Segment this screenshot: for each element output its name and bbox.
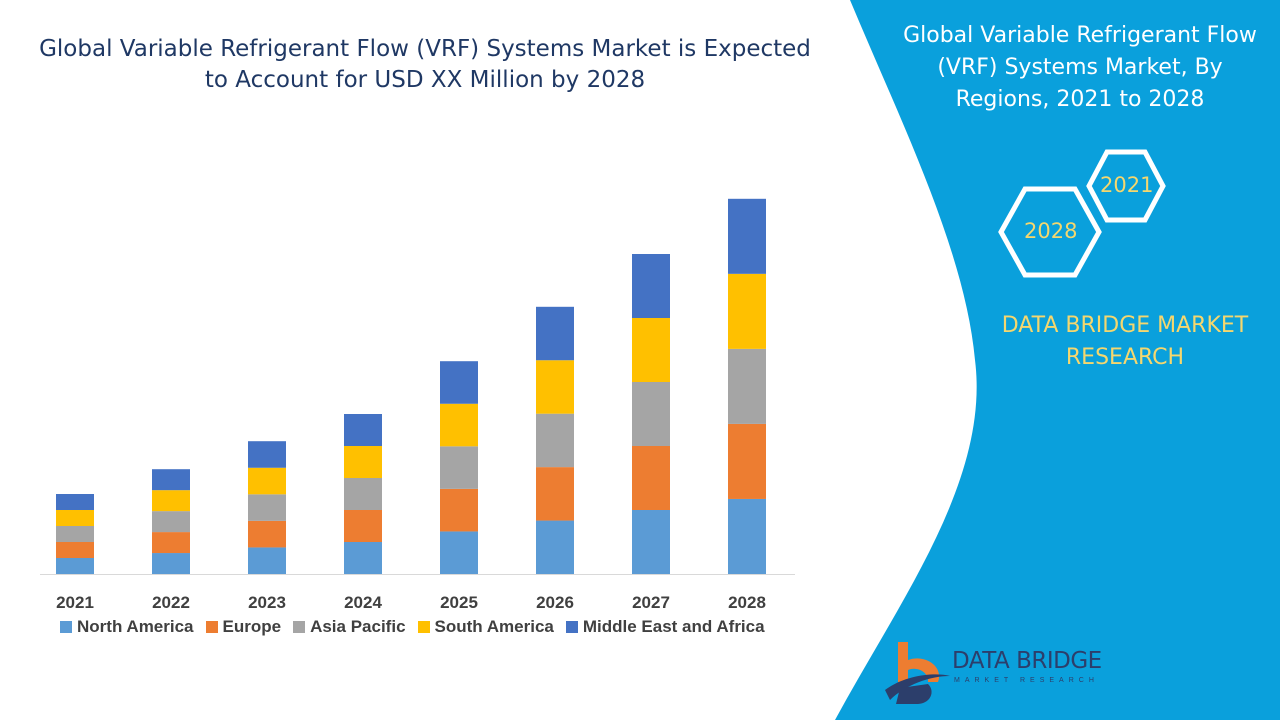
hexagon-2028 (998, 186, 1102, 278)
bar-segment-2022-1 (152, 532, 190, 554)
legend-label: Asia Pacific (310, 617, 406, 636)
x-tick-label: 2022 (152, 593, 190, 612)
x-tick-label: 2021 (56, 593, 94, 612)
bar-segment-2026-0 (536, 520, 574, 574)
x-tick-label: 2027 (632, 593, 670, 612)
legend-label: Middle East and Africa (582, 617, 765, 636)
bar-segment-2027-0 (632, 510, 670, 574)
x-tick-label: 2024 (344, 593, 382, 612)
legend-item: South America (417, 617, 554, 637)
bar-segment-2026-2 (536, 413, 574, 468)
bar-segment-2026-1 (536, 467, 574, 521)
bar-segment-2024-1 (344, 510, 382, 542)
logo-subtitle: MARKET RESEARCH (954, 677, 1099, 684)
bar-segment-2023-0 (248, 547, 286, 574)
bar-segment-2023-2 (248, 494, 286, 521)
legend-swatch (205, 621, 218, 633)
bar-segment-2025-0 (440, 531, 478, 574)
bar-segment-2022-4 (152, 469, 190, 491)
bar-segment-2023-4 (248, 441, 286, 468)
bar-segment-2022-3 (152, 490, 190, 512)
bar-segment-2025-2 (440, 446, 478, 489)
legend-swatch (60, 621, 72, 633)
x-tick-label: 2023 (248, 593, 286, 612)
legend-item: Asia Pacific (293, 617, 406, 637)
bar-segment-2022-0 (152, 553, 190, 574)
bar-segment-2021-4 (56, 494, 94, 510)
legend-item: Europe (205, 617, 282, 637)
hex-label-end: 2028 (1024, 219, 1078, 243)
legend-swatch (293, 621, 306, 633)
side-panel-title: Global Variable Refrigerant Flow (VRF) S… (903, 23, 1257, 112)
legend-label: Europe (222, 617, 282, 636)
logo-name: DATA BRIDGE (952, 648, 1102, 674)
bar-segment-2025-1 (440, 488, 478, 532)
bar-segment-2021-2 (56, 526, 94, 542)
bar-segment-2027-4 (632, 254, 670, 318)
bar-segment-2027-1 (632, 446, 670, 510)
chart-legend: North America Europe Asia Pacific South Ame… (60, 617, 765, 637)
bar-segment-2025-3 (440, 403, 478, 447)
logo-icon (885, 642, 950, 704)
bar-segment-2023-3 (248, 467, 286, 495)
legend-swatch (565, 621, 578, 633)
bar-segment-2027-2 (632, 382, 670, 446)
bar-segment-2021-3 (56, 510, 94, 526)
bar-segment-2025-4 (440, 361, 478, 404)
brand-text: DATA BRIDGE MARKET RESEARCH (1001, 313, 1249, 370)
bar-segment-2028-0 (728, 498, 766, 574)
bar-segment-2024-0 (344, 542, 382, 574)
legend-label: North America (77, 617, 194, 636)
bar-segment-2026-4 (536, 306, 574, 361)
bar-segment-2028-1 (728, 423, 766, 499)
legend-item: North America (60, 617, 194, 637)
bar-segment-2027-3 (632, 318, 670, 382)
bar-segment-2021-1 (56, 542, 94, 558)
side-panel-shape (835, 0, 1280, 720)
bar-segment-2022-2 (152, 511, 190, 533)
bar-segment-2028-2 (728, 348, 766, 424)
bar-segment-2023-1 (248, 520, 286, 548)
bar-segment-2024-4 (344, 414, 382, 446)
bar-segment-2024-2 (344, 478, 382, 510)
x-tick-label: 2028 (728, 593, 766, 612)
legend-swatch (417, 621, 430, 633)
bar-segment-2024-3 (344, 446, 382, 478)
x-tick-label: 2025 (440, 593, 478, 612)
x-tick-label: 2026 (536, 593, 574, 612)
hexagon-2021 (1086, 149, 1166, 223)
bar-segment-2026-3 (536, 360, 574, 414)
hex-label-start: 2021 (1100, 173, 1154, 197)
bar-segment-2021-0 (56, 558, 94, 574)
bar-segment-2028-4 (728, 198, 766, 274)
page-title: Global Variable Refrigerant Flow (VRF) S… (39, 36, 811, 93)
legend-label: South America (434, 617, 554, 636)
legend-item: Middle East and Africa (565, 617, 765, 637)
bar-segment-2028-3 (728, 273, 766, 349)
